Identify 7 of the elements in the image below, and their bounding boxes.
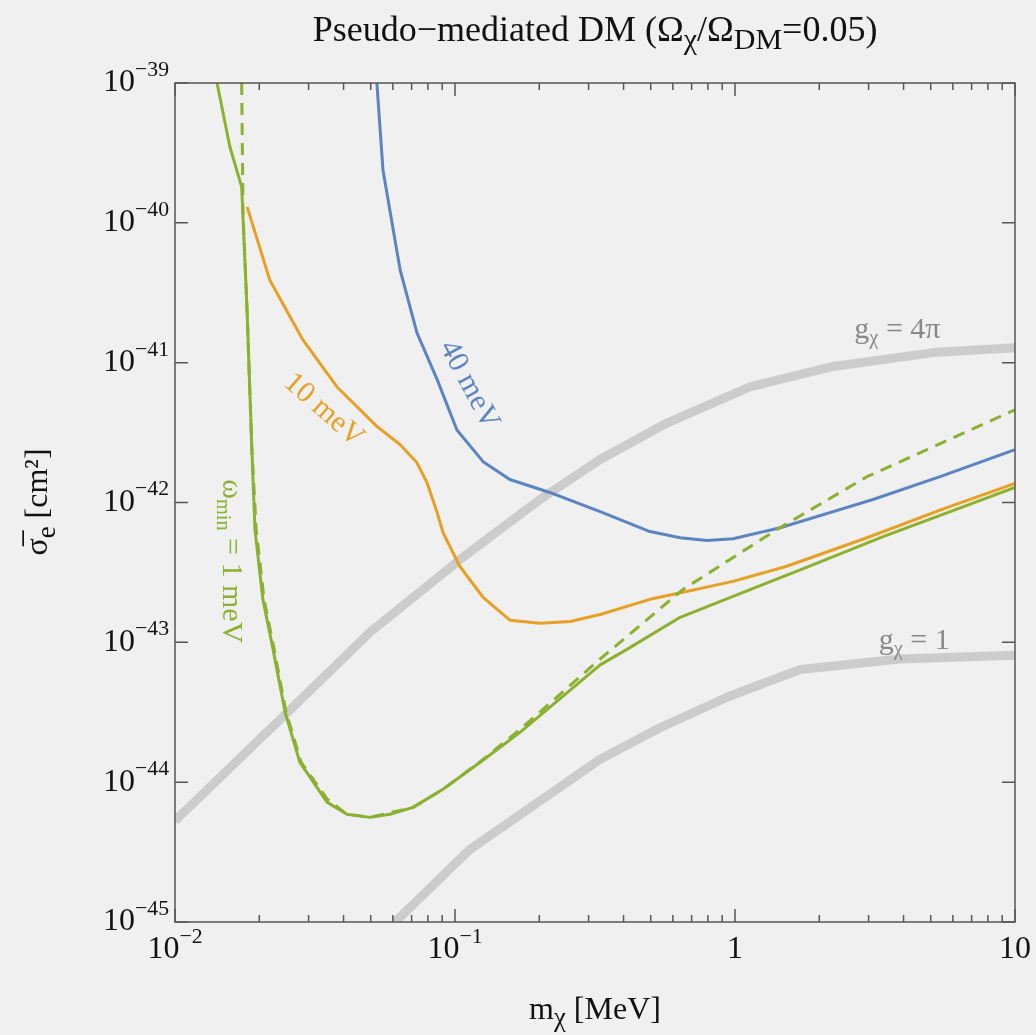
text: 10 meV bbox=[278, 364, 373, 453]
text: 40 meV bbox=[434, 333, 509, 435]
x-axis-title: m$_{χ}$ [MeV] bbox=[528, 990, 662, 1034]
x-tick-label: 1 bbox=[727, 929, 743, 966]
x-tick-label: 10 bbox=[999, 929, 1031, 966]
text: ωmin = 1 meV bbox=[212, 479, 250, 644]
chart-title: Pseudo−mediated DM (Ω$_{χ}$/Ω$_{DM}$=0.05) bbox=[311, 8, 879, 57]
